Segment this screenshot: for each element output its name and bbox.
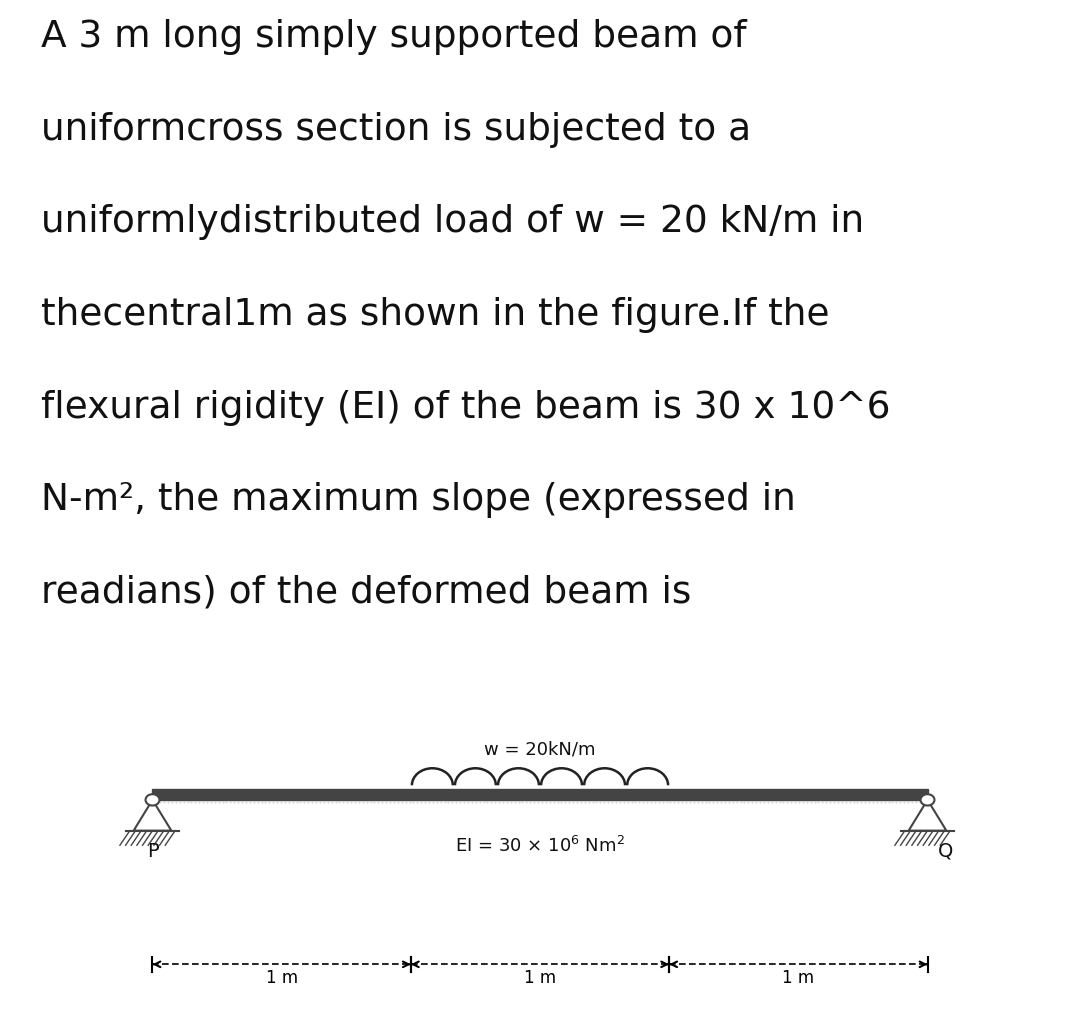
Text: EI = 30 × 10$^{6}$ Nm$^{2}$: EI = 30 × 10$^{6}$ Nm$^{2}$ <box>455 836 625 857</box>
Text: 1 m: 1 m <box>782 969 814 987</box>
Text: A 3 m long simply supported beam of: A 3 m long simply supported beam of <box>41 20 746 55</box>
Text: thecentral1m as shown in the figure.If the: thecentral1m as shown in the figure.If t… <box>41 297 829 333</box>
Text: P: P <box>148 842 159 861</box>
Circle shape <box>146 794 160 805</box>
Text: Q: Q <box>937 842 953 861</box>
Text: 1 m: 1 m <box>524 969 556 987</box>
Text: uniformlydistributed load of w = 20 kN/m in: uniformlydistributed load of w = 20 kN/m… <box>41 204 864 240</box>
Text: flexural rigidity (EI) of the beam is 30 x 10^6: flexural rigidity (EI) of the beam is 30… <box>41 389 891 425</box>
Text: N-m², the maximum slope (expressed in: N-m², the maximum slope (expressed in <box>41 482 796 518</box>
Text: readians) of the deformed beam is: readians) of the deformed beam is <box>41 574 691 610</box>
Bar <box>152 790 928 800</box>
Circle shape <box>920 794 934 805</box>
FancyBboxPatch shape <box>33 634 1047 1015</box>
Text: 1 m: 1 m <box>266 969 298 987</box>
Text: uniformcross section is subjected to a: uniformcross section is subjected to a <box>41 112 752 148</box>
Text: w = 20kN/m: w = 20kN/m <box>484 740 596 759</box>
